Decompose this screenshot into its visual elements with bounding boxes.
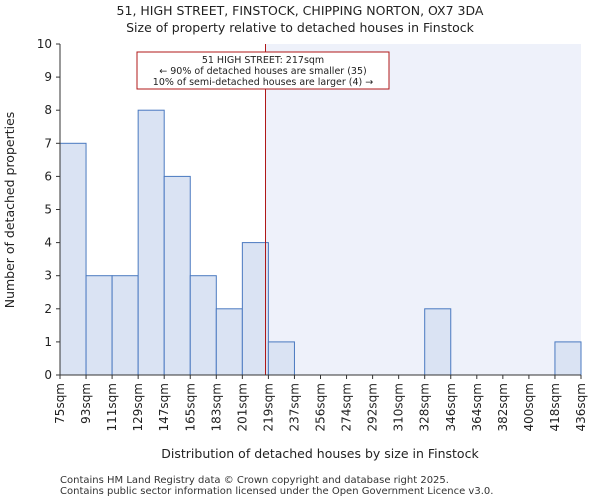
annotation-line: 51 HIGH STREET: 217sqm	[202, 55, 324, 66]
y-tick-label: 2	[44, 302, 52, 316]
y-tick-label: 0	[44, 368, 52, 382]
x-tick-label: 328sqm	[418, 383, 432, 431]
y-tick-label: 7	[44, 136, 52, 150]
bar	[215, 308, 243, 376]
x-tick-label: 400sqm	[522, 383, 536, 431]
y-axis-label: Number of detached properties	[2, 112, 17, 309]
x-tick-label: 256sqm	[314, 383, 328, 431]
x-tick-label: 310sqm	[392, 383, 406, 431]
x-tick-label: 75sqm	[53, 383, 67, 424]
chart-title: 51, HIGH STREET, FINSTOCK, CHIPPING NORT…	[117, 3, 484, 18]
y-tick-label: 10	[37, 37, 52, 51]
x-tick-label: 364sqm	[470, 383, 484, 431]
x-tick-label: 274sqm	[340, 383, 354, 431]
x-tick-label: 237sqm	[287, 383, 301, 431]
x-tick-label: 418sqm	[548, 383, 562, 431]
annotation-box	[136, 51, 390, 90]
chart-subtitle: Size of property relative to detached ho…	[126, 20, 475, 35]
y-tick-label: 8	[44, 103, 52, 117]
x-tick-label: 129sqm	[131, 383, 145, 431]
bar	[189, 275, 217, 376]
footer-line-1: Contains HM Land Registry data © Crown c…	[60, 475, 449, 486]
annotation-line: ← 90% of detached houses are smaller (35…	[159, 66, 366, 77]
x-tick-label: 183sqm	[209, 383, 223, 431]
annotation-line: 10% of semi-detached houses are larger (…	[153, 77, 373, 88]
bar	[59, 142, 87, 376]
bar	[241, 242, 269, 376]
x-tick-label: 93sqm	[79, 383, 93, 424]
y-tick-label: 4	[44, 236, 52, 250]
bar	[554, 341, 582, 376]
x-tick-label: 436sqm	[574, 383, 588, 431]
x-tick-label: 201sqm	[235, 383, 249, 431]
footer-line-2: Contains public sector information licen…	[60, 486, 493, 497]
x-tick-label: 292sqm	[366, 383, 380, 431]
x-axis-label: Distribution of detached houses by size …	[161, 446, 479, 461]
x-tick-label: 165sqm	[183, 383, 197, 431]
y-tick-label: 6	[44, 169, 52, 183]
bar	[111, 275, 139, 376]
bar	[267, 341, 295, 376]
y-tick-label: 9	[44, 70, 52, 84]
x-tick-label: 382sqm	[496, 383, 510, 431]
bar	[424, 308, 452, 376]
x-tick-label: 346sqm	[444, 383, 458, 431]
y-tick-label: 5	[44, 203, 52, 217]
bar	[137, 109, 165, 376]
plot-area: 0 1 2 3 4 5 6 7 8 9 10 75sqm 93sqm 111sqm 129sqm 147sqm…	[37, 37, 588, 431]
y-tick-label: 1	[44, 335, 52, 349]
bar	[85, 275, 113, 376]
bar	[163, 175, 191, 376]
x-tick-label: 111sqm	[105, 383, 119, 431]
highlight-region	[265, 44, 581, 375]
x-tick-label: 147sqm	[157, 383, 171, 431]
x-tick-label: 219sqm	[261, 383, 275, 431]
y-tick-label: 3	[44, 269, 52, 283]
